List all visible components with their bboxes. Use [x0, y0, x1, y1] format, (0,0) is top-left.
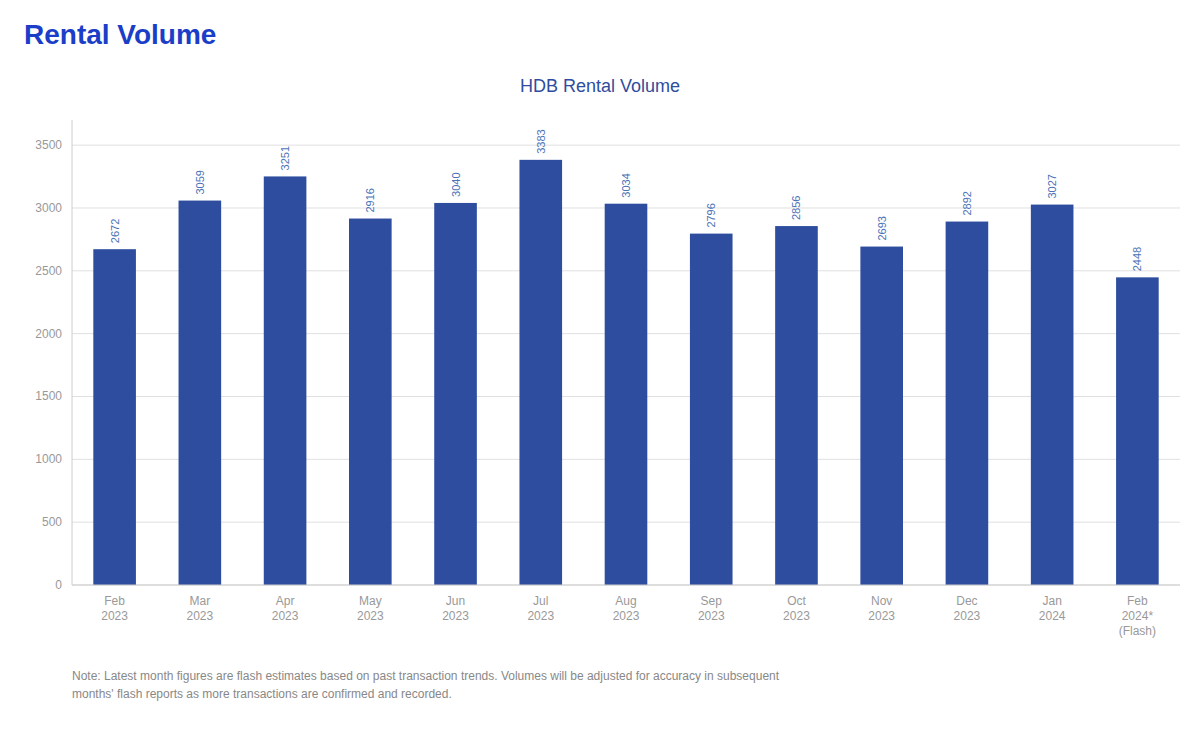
- bar: [1031, 205, 1074, 585]
- data-label: 2856: [790, 196, 802, 220]
- chart: Rental Volume HDB Rental Volume 0 500 1000 15…: [0, 0, 1200, 738]
- data-label: 2448: [1131, 247, 1143, 271]
- data-label: 2796: [705, 203, 717, 227]
- x-tick-label: Feb2023: [101, 594, 128, 623]
- data-label: 3383: [535, 129, 547, 153]
- x-tick-label: May2023: [357, 594, 384, 623]
- x-tick-label: Jun2023: [442, 594, 469, 623]
- bar: [264, 176, 307, 585]
- bar: [434, 203, 477, 585]
- bar: [179, 201, 222, 585]
- y-tick-label: 0: [55, 578, 62, 592]
- note: Note: Latest month figures are flash est…: [72, 669, 780, 701]
- bar: [946, 222, 989, 585]
- bar: [1116, 277, 1159, 585]
- bar: [93, 249, 136, 585]
- grid-line: [72, 145, 1180, 146]
- x-tick-label: Dec2023: [954, 594, 981, 623]
- y-axis: 0 500 1000 1500 2000 2500 3000 3500: [35, 138, 1180, 592]
- y-tick-label: 3500: [35, 138, 62, 152]
- bar: [690, 234, 733, 585]
- data-label: 3034: [620, 173, 632, 197]
- bar: [860, 247, 903, 585]
- bar: [349, 219, 392, 585]
- x-axis-line: [72, 585, 1180, 586]
- subtitle: HDB Rental Volume: [520, 76, 680, 96]
- data-label: 3040: [450, 172, 462, 196]
- x-tick-label: Nov2023: [868, 594, 895, 623]
- x-tick-label: Jul2023: [527, 594, 554, 623]
- y-tick-label: 2500: [35, 264, 62, 278]
- bar: [519, 160, 562, 585]
- y-tick-label: 2000: [35, 327, 62, 341]
- y-tick-label: 1500: [35, 389, 62, 403]
- x-tick-label: Feb2024*(Flash): [1119, 594, 1156, 638]
- x-axis: Feb2023 Mar2023 Apr2023 May2023 Jun2023 Jul20…: [101, 594, 1156, 638]
- x-tick-label: Apr2023: [272, 594, 299, 623]
- data-label: 2916: [364, 188, 376, 212]
- data-label: 3027: [1046, 174, 1058, 198]
- grid-line: [72, 585, 1180, 586]
- x-tick-label: Oct2023: [783, 594, 810, 623]
- x-tick-label: Mar2023: [186, 594, 213, 623]
- title: Rental Volume: [24, 19, 216, 50]
- data-label: 2672: [109, 219, 121, 243]
- x-tick-label: Sep2023: [698, 594, 725, 623]
- bars: [93, 160, 1158, 585]
- bar: [775, 226, 818, 585]
- x-tick-label: Aug2023: [613, 594, 640, 623]
- data-label: 3251: [279, 146, 291, 170]
- y-tick-label: 3000: [35, 201, 62, 215]
- data-label: 3059: [194, 170, 206, 194]
- y-tick-label: 1000: [35, 452, 62, 466]
- data-label: 2693: [876, 216, 888, 240]
- data-labels: 2672 3059 3251 2916 3040 3383 3034 2796 2856 2693…: [109, 129, 1144, 271]
- bar: [605, 204, 648, 585]
- y-tick-label: 500: [42, 515, 62, 529]
- y-axis-line: [72, 120, 73, 585]
- data-label: 2892: [961, 191, 973, 215]
- x-tick-label: Jan2024: [1039, 594, 1066, 623]
